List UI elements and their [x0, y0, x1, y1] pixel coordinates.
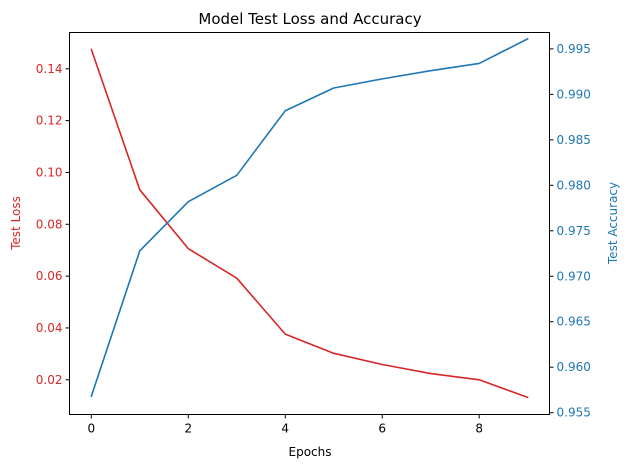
left-y-tick-label: 0.08 — [36, 217, 63, 231]
x-axis: 0 2 4 6 8 — [87, 414, 483, 436]
left-y-tick-label: 0.04 — [36, 321, 63, 335]
x-tick-label: 8 — [475, 422, 483, 436]
left-y-tick-label: 0.10 — [36, 165, 63, 179]
left-y-tick-label: 0.02 — [36, 373, 63, 387]
right-y-tick-label: 0.960 — [557, 360, 591, 374]
series-layer — [90, 38, 529, 399]
left-y-axis-label: Test Loss — [9, 196, 23, 251]
x-tick-label: 0 — [87, 422, 95, 436]
left-y-axis: 0.02 0.04 0.06 0.08 0.10 0.12 0.14 — [36, 62, 70, 387]
left-y-tick-label: 0.06 — [36, 269, 63, 283]
test-loss-line — [90, 48, 529, 399]
plot-area-frame — [69, 32, 550, 415]
right-y-tick-label: 0.990 — [557, 87, 591, 101]
x-tick-label: 6 — [378, 422, 386, 436]
right-y-axis: 0.955 0.960 0.965 0.970 0.975 0.980 0.985 0.990… — [549, 42, 591, 420]
right-y-tick-label: 0.975 — [557, 224, 591, 238]
right-y-tick-label: 0.955 — [557, 406, 591, 420]
right-y-tick-label: 0.995 — [557, 42, 591, 56]
right-y-tick-label: 0.970 — [557, 269, 591, 283]
chart-title: Model Test Loss and Accuracy — [198, 10, 421, 28]
right-y-tick-label: 0.980 — [557, 178, 591, 192]
left-y-tick-label: 0.14 — [36, 62, 63, 76]
right-y-tick-label: 0.965 — [557, 315, 591, 329]
left-y-tick-label: 0.12 — [36, 114, 63, 128]
test-accuracy-line — [90, 38, 529, 398]
x-tick-label: 4 — [281, 422, 289, 436]
x-axis-label: Epochs — [289, 445, 332, 459]
right-y-axis-label: Test Accuracy — [606, 182, 620, 265]
x-tick-label: 2 — [184, 422, 192, 436]
right-y-tick-label: 0.985 — [557, 133, 591, 147]
